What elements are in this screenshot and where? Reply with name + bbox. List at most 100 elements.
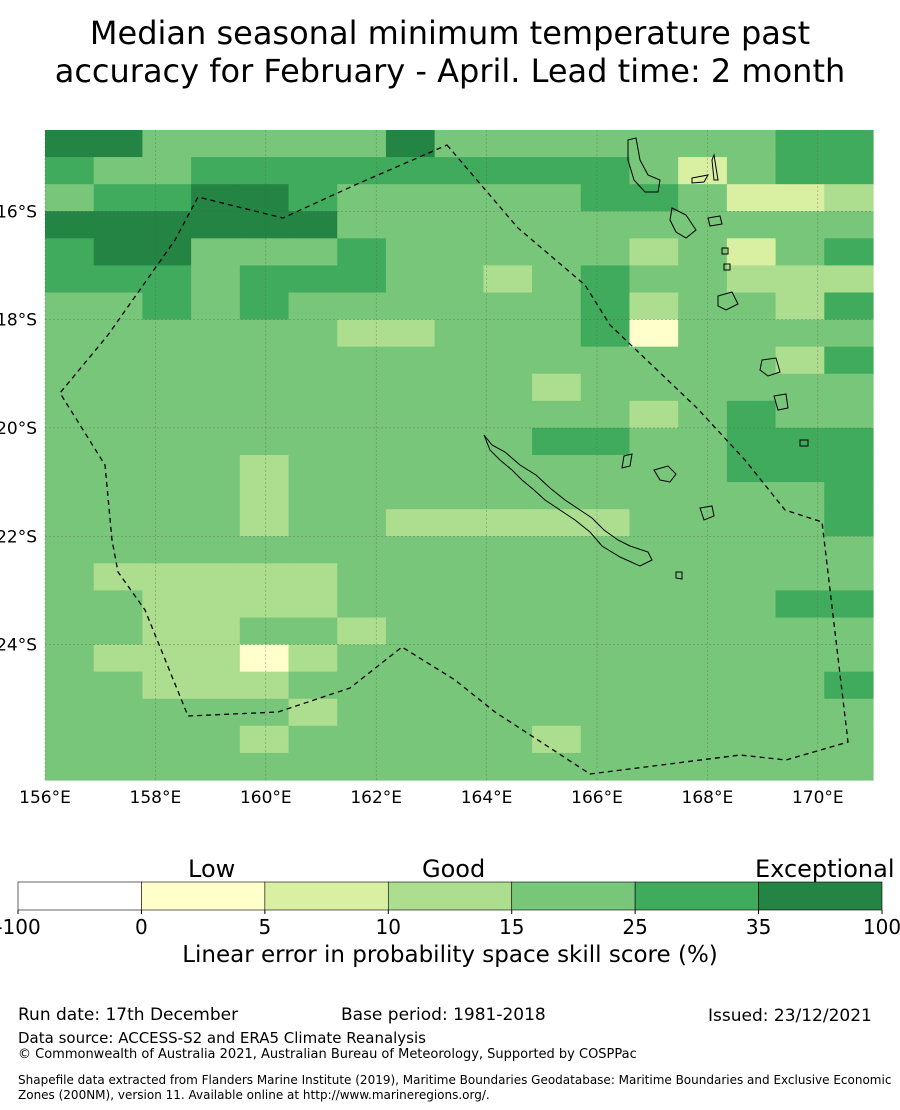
grid-cell — [824, 644, 874, 673]
grid-cell — [45, 346, 95, 375]
grid-cell — [93, 617, 144, 646]
grid-cell — [629, 130, 679, 158]
grid-cell — [532, 400, 582, 429]
grid-cell — [288, 346, 338, 375]
grid-cell — [239, 373, 290, 402]
grid-cell — [678, 644, 728, 673]
grid-cell — [191, 563, 241, 592]
colorbar-tick-label: 5 — [258, 915, 271, 939]
grid-cell — [824, 184, 874, 212]
grid-cell — [824, 427, 874, 456]
grid-cell — [45, 319, 95, 348]
grid-cell — [629, 752, 679, 781]
colorbar-segment — [387, 881, 513, 911]
grid-cell — [142, 211, 192, 239]
grid-cell — [191, 238, 241, 267]
grid-cell — [434, 671, 484, 700]
lat-tick-label: 16°S — [0, 202, 37, 222]
grid-cell — [532, 211, 582, 239]
grid-cell — [142, 698, 192, 727]
grid-cell — [726, 238, 777, 267]
grid-cell — [142, 157, 192, 185]
grid-cell — [824, 319, 874, 348]
grid-cell — [142, 644, 192, 673]
grid-cell — [239, 238, 290, 267]
grid-cell — [824, 482, 874, 510]
grid-cell — [288, 427, 338, 456]
grid-cell — [532, 157, 582, 185]
grid-cell — [726, 455, 777, 483]
grid-cell — [678, 455, 728, 483]
grid-cell — [191, 617, 241, 646]
grid-cell — [191, 400, 241, 429]
grid-cell — [580, 184, 631, 212]
grid-cell — [142, 752, 192, 781]
grid-cell — [239, 590, 290, 619]
grid-cell — [45, 671, 95, 700]
grid-cell — [629, 157, 679, 185]
grid-cell — [239, 211, 290, 239]
grid-cell — [239, 427, 290, 456]
grid-cell — [385, 292, 436, 321]
grid-cell — [385, 400, 436, 429]
grid-cell — [93, 238, 144, 267]
grid-cell — [532, 698, 582, 727]
grid-cell — [191, 265, 241, 294]
grid-cell — [288, 400, 338, 429]
grid-cell — [45, 265, 95, 294]
grid-cell — [337, 455, 387, 483]
grid-cell — [532, 509, 582, 537]
grid-cell — [337, 671, 387, 700]
grid-cell — [775, 671, 825, 700]
grid-cell — [824, 725, 874, 754]
lon-tick-label: 156°E — [19, 788, 71, 808]
grid-cell — [726, 265, 777, 294]
grid-cell — [191, 455, 241, 483]
grid-cell — [385, 455, 436, 483]
grid-cell — [45, 563, 95, 592]
grid-cell — [678, 752, 728, 781]
colorbar-segment — [634, 881, 759, 911]
grid-cell — [288, 373, 338, 402]
grid-cell — [532, 752, 582, 781]
colorbar: Low Good Exceptional -100 0 5 10 15 25 35 100 L… — [0, 850, 900, 980]
grid-cell — [678, 563, 728, 592]
grid-cell — [191, 698, 241, 727]
colorbar-tick-label: -100 — [0, 915, 41, 939]
grid-cell — [678, 617, 728, 646]
grid-cell — [142, 455, 192, 483]
grid-cell — [775, 184, 825, 212]
grid-cell — [824, 211, 874, 239]
grid-cell — [337, 482, 387, 510]
grid-cell — [824, 238, 874, 267]
grid-cell — [191, 157, 241, 185]
grid-cell — [483, 617, 533, 646]
grid-cell — [775, 346, 825, 375]
grid-cell — [239, 455, 290, 483]
grid-cell — [191, 536, 241, 564]
grid-cell — [434, 292, 484, 321]
base-period: Base period: 1981-2018 — [341, 1005, 546, 1025]
grid-cell — [239, 346, 290, 375]
grid-cell — [142, 725, 192, 754]
colorbar-segment — [141, 881, 266, 911]
grid-cell — [775, 319, 825, 348]
coastline-mare — [699, 505, 715, 521]
grid-cell — [580, 130, 631, 158]
grid-cell — [385, 509, 436, 537]
grid-cell — [239, 400, 290, 429]
grid-cell — [434, 698, 484, 727]
grid-cell — [337, 157, 387, 185]
grid-cell — [532, 184, 582, 212]
grid-cell — [434, 157, 484, 185]
grid-cell — [385, 644, 436, 673]
grid-cell — [337, 698, 387, 727]
grid-cell — [45, 644, 95, 673]
grid-cell — [434, 238, 484, 267]
grid-cell — [483, 292, 533, 321]
grid-cell — [824, 617, 874, 646]
grid-cell — [824, 292, 874, 321]
coastline-pentecost — [711, 153, 719, 181]
grid-cell — [288, 184, 338, 212]
grid-cell — [45, 509, 95, 537]
